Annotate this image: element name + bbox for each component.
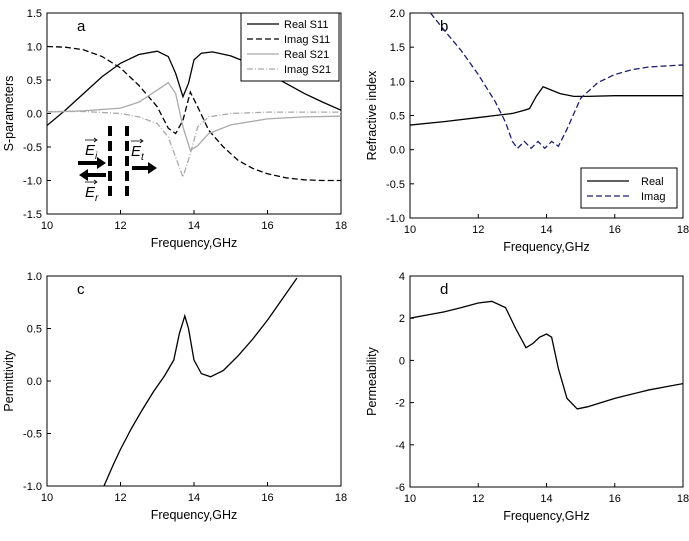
- y-tick-label: 0.0: [27, 109, 42, 121]
- legend: [240, 12, 340, 82]
- y-axis-label: Permeability: [365, 346, 379, 416]
- y-axis-label: Permittivity: [2, 350, 16, 412]
- panel-c: 10 12 14 16 18 -1.0 -0.5 0.0 0.5 1.0 Frequency,GHz…: [2, 271, 347, 522]
- y-tick-label: -0.5: [23, 142, 42, 154]
- x-tick-label: 10: [41, 220, 53, 232]
- x-tick-label: 10: [404, 224, 416, 236]
- wave-diagram: Ei Et Er: [78, 126, 157, 204]
- plot-frame: [409, 275, 684, 488]
- y-tick-label: -6: [395, 482, 405, 494]
- x-tick-label: 14: [188, 220, 200, 232]
- y-tick-label: -1.0: [386, 213, 405, 225]
- panel-b: 10 12 14 16 18 -1.0 -0.5 0.0 0.5 1.0 1.5 2.0 Frequen…: [365, 8, 689, 254]
- y-tick-label: -0.5: [386, 179, 405, 191]
- x-tick-label: 10: [404, 493, 416, 505]
- label-e-reflected: Er: [85, 184, 99, 204]
- x-axis-label: Frequency,GHz: [503, 509, 590, 523]
- y-tick-label: -2: [395, 398, 405, 410]
- y-tick-label: 0.0: [390, 145, 405, 157]
- panel-label: c: [77, 281, 85, 298]
- y-tick-label: 0.5: [27, 324, 42, 336]
- y-axis-label: Refractive index: [365, 70, 379, 160]
- panel-label: d: [440, 281, 448, 298]
- reflected-arrow-head: [79, 169, 88, 181]
- legend-entry: Imag S21: [284, 64, 331, 76]
- y-tick-label: -1.5: [23, 209, 42, 221]
- y-tick-label: 1.5: [27, 8, 42, 20]
- legend-entry: Real S21: [284, 49, 329, 61]
- y-tick-label: 1.0: [390, 76, 405, 88]
- series-line-imag-s11: [47, 45, 341, 182]
- y-tick-label: -1.0: [23, 481, 42, 493]
- x-tick-label: 14: [188, 492, 200, 504]
- y-tick-label: 1.5: [390, 42, 405, 54]
- x-tick-label: 10: [41, 492, 53, 504]
- y-tick-label: 0: [399, 355, 405, 367]
- panel-label: b: [440, 18, 448, 35]
- label-e-transmitted: Et: [131, 143, 145, 163]
- plot-frame: [46, 275, 342, 487]
- y-tick-label: 1.0: [27, 42, 42, 54]
- y-tick-label: -1.0: [23, 176, 42, 188]
- label-e-transmitted-vector-head: [139, 138, 144, 144]
- series-line-real-s21: [47, 81, 341, 152]
- panel-d: 10 12 14 16 18 -6 -4 -2 0 2 4 Frequency,GHz Permeabi…: [365, 271, 689, 523]
- y-tick-label: 2.0: [390, 8, 405, 20]
- x-tick-label: 16: [609, 224, 621, 236]
- legend-entry: Real S11: [284, 19, 328, 31]
- x-tick-label: 12: [472, 493, 484, 505]
- y-tick-label: 1.0: [27, 271, 42, 283]
- legend: [580, 167, 678, 209]
- label-e-reflected-vector-head: [93, 179, 98, 185]
- incident-arrow-head: [97, 157, 106, 169]
- y-tick-label: 0.5: [27, 75, 42, 87]
- x-tick-label: 12: [472, 224, 484, 236]
- x-tick-label: 12: [114, 492, 126, 504]
- legend-entry: Imag S11: [284, 34, 330, 46]
- x-tick-label: 14: [540, 493, 552, 505]
- y-tick-label: 4: [399, 271, 405, 283]
- x-tick-label: 18: [335, 220, 347, 232]
- x-axis-label: Frequency,GHz: [151, 236, 238, 250]
- series-line-imag: [429, 13, 683, 150]
- panel-a: 10 12 14 16 18 -1.5 -1.0 -0.5 0.0 0.5 1.0 1.5 Freque…: [2, 8, 347, 250]
- transmitted-arrow-head: [148, 162, 157, 174]
- x-tick-label: 12: [114, 220, 126, 232]
- y-tick-label: -4: [395, 440, 405, 452]
- legend-entry: Imag: [641, 191, 665, 203]
- x-axis-label: Frequency,GHz: [151, 508, 238, 522]
- x-tick-label: 16: [609, 493, 621, 505]
- x-axis-label: Frequency,GHz: [503, 240, 590, 254]
- series-line-imag-s21: [47, 110, 341, 180]
- y-tick-label: -0.5: [23, 429, 42, 441]
- x-tick-label: 16: [261, 220, 273, 232]
- x-tick-label: 18: [335, 492, 347, 504]
- series-line-real: [410, 86, 683, 126]
- series-line-c: [103, 277, 298, 486]
- legend-entry: Real: [641, 176, 664, 188]
- x-tick-label: 14: [540, 224, 552, 236]
- y-axis-label: S-parameters: [2, 76, 16, 152]
- label-e-incident-vector-head: [93, 137, 98, 143]
- y-tick-label: 2: [399, 313, 405, 325]
- label-e-incident: Ei: [85, 142, 98, 162]
- x-tick-label: 18: [677, 493, 689, 505]
- x-tick-label: 16: [261, 492, 273, 504]
- y-tick-label: 0.5: [390, 111, 405, 123]
- y-tick-label: 0.0: [27, 376, 42, 388]
- panel-label: a: [77, 18, 86, 35]
- series-line-d: [410, 300, 683, 410]
- x-tick-label: 18: [677, 224, 689, 236]
